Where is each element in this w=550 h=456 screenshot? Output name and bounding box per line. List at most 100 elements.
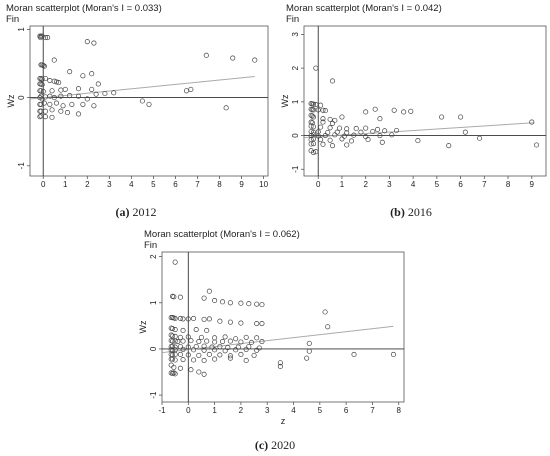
data-point	[320, 107, 326, 113]
data-point	[351, 351, 357, 358]
x-tick-label: 3	[107, 180, 112, 189]
chart-subtitle: Fin	[6, 14, 19, 25]
data-point	[304, 355, 310, 361]
data-point	[408, 108, 414, 114]
data-point	[172, 344, 178, 350]
data-point	[251, 352, 257, 358]
data-point	[177, 351, 183, 358]
x-tick-label: 4	[411, 180, 416, 189]
data-point	[254, 320, 260, 327]
x-tick-label: 6	[344, 406, 349, 415]
data-point	[37, 114, 43, 120]
data-point	[172, 315, 178, 322]
data-point	[172, 259, 178, 265]
x-tick-label: 1	[340, 180, 345, 189]
caption-year: 2016	[407, 205, 432, 219]
data-point	[310, 129, 317, 135]
moran-scatterplot-2016: Moran scatterplot (Moran's I = 0.042)Fin…	[280, 3, 547, 189]
data-point	[254, 335, 260, 341]
x-tick-label: 0	[316, 180, 321, 189]
data-point	[353, 125, 359, 132]
data-point	[169, 356, 176, 362]
data-point	[196, 352, 202, 358]
data-point	[60, 103, 66, 109]
data-point	[310, 114, 317, 120]
data-point	[377, 116, 383, 122]
data-point	[248, 339, 254, 346]
data-point	[51, 57, 57, 63]
data-point	[238, 320, 244, 326]
data-point	[252, 57, 258, 63]
y-axis-label: Wz	[280, 94, 290, 107]
data-point	[306, 348, 312, 354]
moran-scatterplot-2020: Moran scatterplot (Moran's I = 0.062)Fin…	[138, 229, 405, 426]
data-point	[209, 344, 215, 350]
y-tick-label: 1	[149, 300, 158, 305]
caption-label: (c)	[254, 438, 269, 452]
data-point	[320, 119, 326, 125]
data-point	[111, 90, 117, 96]
data-point	[180, 327, 186, 334]
data-point	[223, 105, 229, 111]
data-point	[277, 360, 283, 366]
data-point	[219, 299, 226, 305]
data-point	[339, 114, 345, 120]
x-tick-label: 8	[217, 180, 222, 189]
data-point	[332, 132, 338, 138]
data-point	[322, 108, 328, 114]
data-point	[169, 333, 176, 339]
data-point	[230, 55, 236, 61]
y-tick-label: 2	[149, 254, 158, 259]
data-point	[390, 351, 397, 358]
data-point	[180, 356, 186, 363]
data-point	[95, 81, 101, 87]
data-point	[259, 338, 265, 345]
data-point	[344, 130, 350, 136]
data-point	[259, 320, 265, 327]
x-tick-label: 6	[458, 180, 463, 189]
data-point	[180, 346, 186, 352]
data-point	[53, 79, 59, 85]
data-point	[177, 334, 183, 340]
data-point	[185, 334, 191, 340]
chart-title: Moran scatterplot (Moran's I = 0.042)	[286, 3, 442, 14]
data-point	[38, 88, 44, 94]
caption-2016: (b) 2016	[390, 205, 432, 220]
x-tick-label: 3	[387, 180, 392, 189]
data-point	[277, 363, 283, 370]
data-point	[329, 120, 336, 126]
data-point	[212, 347, 218, 353]
data-point	[339, 136, 345, 142]
data-point	[334, 129, 340, 135]
data-point	[243, 346, 249, 352]
data-point	[365, 137, 371, 143]
x-tick-label: 5	[151, 180, 156, 189]
data-point	[259, 302, 265, 308]
data-point	[206, 316, 212, 322]
y-tick-label: 1	[291, 99, 300, 104]
data-point	[38, 81, 44, 87]
data-point	[203, 52, 209, 58]
data-point	[446, 143, 452, 149]
data-point	[172, 338, 178, 344]
data-point	[372, 106, 378, 112]
data-point	[49, 88, 55, 94]
data-point	[171, 370, 177, 376]
data-point	[391, 107, 397, 113]
data-point	[84, 96, 90, 102]
caption-2020: (c) 2020	[255, 438, 295, 453]
data-point	[370, 128, 376, 135]
y-tick-label: 3	[291, 32, 300, 37]
data-point	[310, 141, 317, 147]
data-point	[458, 114, 464, 120]
x-tick-label: 9	[239, 180, 244, 189]
data-point	[84, 39, 90, 45]
data-point	[310, 149, 317, 155]
data-point	[206, 288, 212, 294]
y-axis-label: Wz	[6, 94, 16, 107]
data-point	[47, 93, 53, 99]
data-point	[39, 76, 45, 82]
data-point	[177, 365, 183, 371]
data-point	[51, 95, 57, 101]
